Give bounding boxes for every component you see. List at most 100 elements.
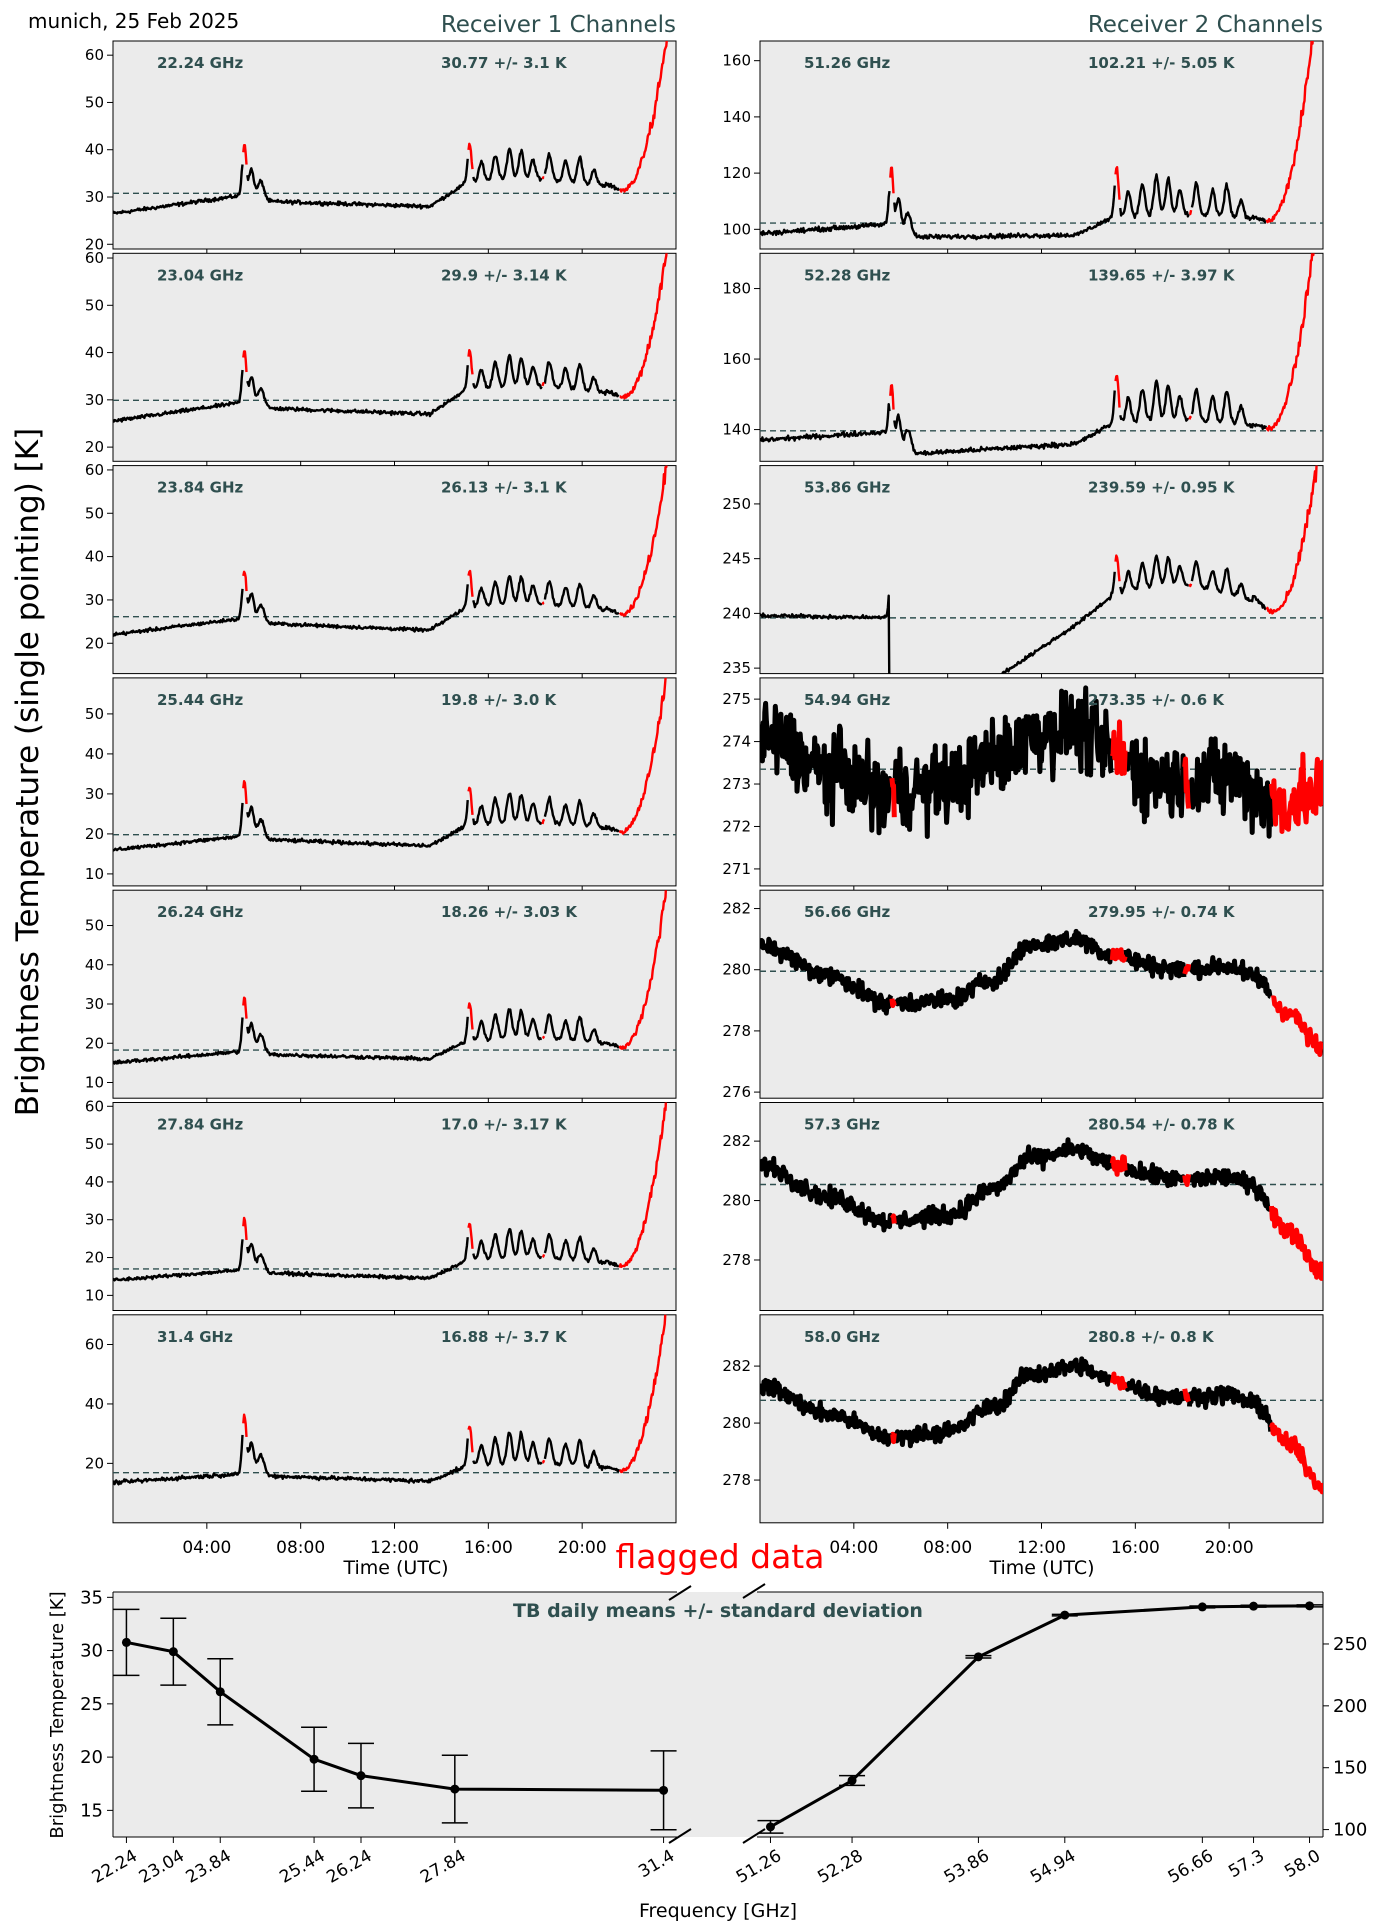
panel-frame (112, 1314, 677, 1524)
series-data (760, 465, 1323, 674)
y-tick-label: 278 (722, 1471, 751, 1489)
axis-break-mark (668, 1585, 692, 1601)
mean-point (168, 1647, 178, 1657)
y-tick-label: 60 (85, 1336, 104, 1354)
x-tick-label: 53.86 (941, 1846, 993, 1888)
mean-point (659, 1785, 669, 1795)
y-tick-label: 20 (85, 1034, 104, 1052)
series-line (113, 1227, 620, 1282)
series-data (113, 677, 676, 852)
panel-frame (759, 40, 1324, 250)
y-tick-label: 60 (85, 461, 104, 479)
series-line (760, 1356, 1274, 1449)
x-tick-label: 22.24 (89, 1846, 141, 1888)
frequency-annotation: 22.24 GHz (157, 54, 244, 72)
mean-point (450, 1784, 460, 1794)
mean-std-annotation: 239.59 +/- 0.95 K (1088, 479, 1236, 497)
y-tick-label: 20 (85, 825, 104, 843)
frequency-annotation: 31.4 GHz (157, 1328, 233, 1346)
series-data (113, 253, 676, 423)
y-tick-label: 271 (722, 860, 751, 878)
x-tick-label: 04:00 (182, 1538, 231, 1558)
y-tick-label: 40 (85, 1395, 104, 1413)
axis-break-mark (742, 1583, 766, 1599)
flagged-series-line (242, 41, 668, 193)
series-data (760, 1356, 1323, 1495)
mean-std-annotation: 273.35 +/- 0.6 K (1088, 691, 1225, 709)
panel-frame (112, 252, 677, 462)
receiver1-title: Receiver 1 Channels (441, 12, 676, 38)
x-tick-label: 08:00 (923, 1538, 972, 1558)
y-tick-label: 50 (85, 705, 104, 723)
y-tick-label: 100 (1333, 1820, 1367, 1841)
mean-point (765, 1822, 775, 1832)
series-data (113, 41, 676, 215)
x-tick-label: 25.44 (276, 1846, 328, 1888)
mean-std-annotation: 280.54 +/- 0.78 K (1088, 1116, 1236, 1134)
x-tick-label: 27.84 (417, 1846, 469, 1888)
y-tick-label: 100 (722, 220, 751, 238)
series-data (113, 890, 676, 1065)
y-tick-label: 160 (722, 350, 751, 368)
x-tick-label: 26.24 (323, 1846, 375, 1888)
series-data (113, 1314, 676, 1486)
flagged-series-line (889, 1154, 1323, 1281)
mean-point (121, 1637, 131, 1647)
flagged-series-line (242, 1314, 667, 1474)
frequency-annotation: 25.44 GHz (157, 691, 244, 709)
y-tick-label: 25 (80, 1694, 103, 1715)
x-tick-label: 20:00 (558, 1538, 607, 1558)
mean-std-annotation: 29.9 +/- 3.14 K (441, 266, 568, 284)
y-tick-label: 20 (85, 634, 104, 652)
frequency-annotation: 23.04 GHz (157, 266, 244, 284)
mean-point (215, 1687, 225, 1697)
y-tick-label: 280 (722, 961, 751, 979)
y-tick-label: 20 (85, 1454, 104, 1472)
x-tick-label: 54.94 (1027, 1846, 1079, 1888)
mean-std-annotation: 279.95 +/- 0.74 K (1088, 903, 1236, 921)
y-tick-label: 140 (722, 108, 751, 126)
flagged-series-line (242, 253, 668, 400)
panel-rec2-3: 235 240 245 250 53.86 GHz 239.59 +/- 0.95 K (722, 465, 1324, 680)
y-tick-label: 278 (722, 1251, 751, 1269)
frequency-annotation: 27.84 GHz (157, 1116, 244, 1134)
y-tick-label: 30 (85, 995, 104, 1013)
panel-rec2-2: 140 160 180 52.28 GHz 139.65 +/- 3.97 K (722, 252, 1324, 468)
y-tick-label: 272 (722, 817, 751, 835)
y-tick-label: 274 (722, 733, 751, 751)
y-tick-label: 50 (85, 917, 104, 935)
y-tick-label: 50 (85, 296, 104, 314)
series-data (760, 253, 1323, 456)
summary-plot-area (113, 1592, 1323, 1837)
y-tick-label: 250 (1333, 1634, 1367, 1655)
panel-frame (759, 465, 1324, 675)
mean-point (1305, 1601, 1315, 1611)
x-tick-label: 04:00 (829, 1538, 878, 1558)
x-tick-label: 08:00 (276, 1538, 325, 1558)
y-tick-label: 20 (85, 1249, 104, 1267)
x-tick-label: 51.26 (733, 1846, 785, 1888)
mean-std-annotation: 102.21 +/- 5.05 K (1088, 54, 1236, 72)
mean-std-annotation: 280.8 +/- 0.8 K (1088, 1328, 1215, 1346)
flagged-series-line (242, 1102, 668, 1268)
series-line (760, 1137, 1273, 1233)
panel-frame (112, 889, 677, 1099)
panel-frame (112, 465, 677, 675)
y-tick-label: 276 (722, 1083, 751, 1101)
mean-point (309, 1754, 319, 1764)
mean-std-annotation: 16.88 +/- 3.7 K (441, 1328, 568, 1346)
flagged-series-line (1114, 465, 1318, 615)
panel-rec1-5: 10 20 30 40 50 26.24 GHz 18.26 +/- 3.03 K (85, 889, 677, 1105)
series-line (760, 554, 1267, 674)
main-y-axis-label: Brightness Temperature (single pointing)… (10, 428, 46, 1116)
panel-rec2-6: 278 280 282 57.3 GHz 280.54 +/- 0.78 K (722, 1102, 1324, 1317)
frequency-annotation: 26.24 GHz (157, 903, 244, 921)
panel-rec1-4: 10 20 30 40 50 25.44 GHz 19.8 +/- 3.0 K (85, 677, 677, 892)
y-tick-label: 10 (85, 1286, 104, 1304)
series-line (760, 173, 1267, 241)
series-line (113, 353, 620, 423)
y-tick-label: 40 (85, 548, 104, 566)
mean-point (847, 1776, 857, 1786)
flagged-series-line (889, 41, 1314, 224)
